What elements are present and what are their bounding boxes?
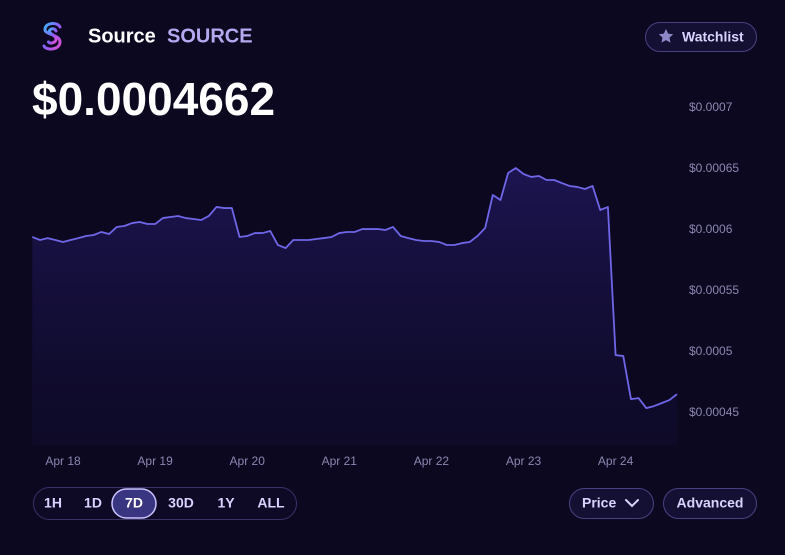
y-tick-label: $0.00065 [689,161,739,175]
range-label[interactable]: 30D [168,495,194,511]
price-dropdown-label[interactable]: Price [582,495,616,511]
token-name: Source [88,25,156,47]
range-button[interactable]: 1D [84,495,102,511]
watchlist-button[interactable]: Watchlist [645,22,757,52]
token-symbol: SOURCE [167,25,253,47]
range-label[interactable]: 1H [44,495,62,511]
range-label[interactable]: 1Y [217,495,235,511]
x-tick-label: Apr 18 [45,454,81,468]
y-tick-label: $0.0005 [689,344,733,358]
range-button[interactable]: 7D [111,488,157,519]
chevron-icon[interactable] [625,499,639,508]
logo [42,22,62,51]
price-line [31,167,678,410]
price-area [32,168,678,445]
range-label[interactable]: 7D [125,495,143,511]
advanced-label[interactable]: Advanced [677,495,744,511]
star-icon[interactable] [658,29,674,43]
range-button[interactable]: 1Y [217,495,235,511]
x-tick-label: Apr 19 [137,454,173,468]
range-group [33,487,297,520]
watchlist-button-bg[interactable] [645,22,757,52]
advanced-button[interactable]: Advanced [663,488,757,519]
price-dropdown[interactable]: Price [569,488,654,519]
range-button[interactable]: ALL [257,495,285,511]
x-tick-label: Apr 20 [230,454,266,468]
advanced-button-bg[interactable] [663,488,757,519]
x-tick-label: Apr 21 [322,454,358,468]
controls: Price Advanced 1H 1D 7D 30D 1Y ALL [33,487,757,520]
range-button-selected[interactable] [111,488,157,519]
y-tick-label: $0.0006 [689,222,733,236]
y-tick-label: $0.00045 [689,405,739,419]
plot: $0.0007 $0.00065 $0.0006 $0.00055 $0.0005 $0.… [31,100,739,468]
x-tick-label: Apr 22 [414,454,450,468]
y-tick-label: $0.0007 [689,100,733,114]
range-button[interactable]: 1H [44,495,62,511]
x-tick-label: Apr 24 [598,454,634,468]
current-price: $0.0004662 [32,73,275,125]
watchlist-label[interactable]: Watchlist [682,29,744,45]
range-label[interactable]: 1D [84,495,102,511]
range-button[interactable]: 30D [168,495,194,511]
y-tick-label: $0.00055 [689,283,739,297]
x-tick-label: Apr 23 [506,454,542,468]
range-label[interactable]: ALL [257,495,285,511]
price-dropdown-bg[interactable] [569,488,654,519]
